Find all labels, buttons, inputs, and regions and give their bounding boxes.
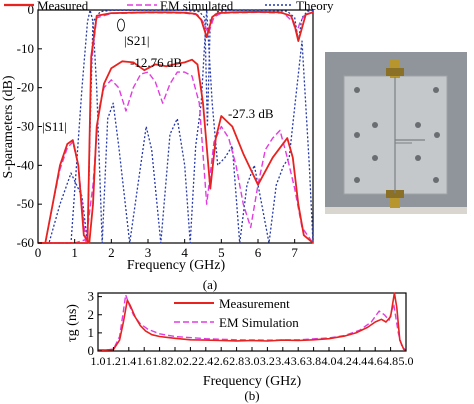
- b-x-tick-label: 2.2: [183, 354, 198, 368]
- pcb-filter-photo-icon: [325, 52, 467, 214]
- b-series-measurement: [98, 292, 407, 351]
- a-series-theory-s11: [38, 9, 314, 244]
- b-x-tick-label: 3.8: [306, 354, 321, 368]
- b-x-tick-label: 2.0: [168, 354, 183, 368]
- screw: [415, 155, 421, 161]
- b-x-tick-label: 4.4: [352, 354, 367, 368]
- panel-a-x-axis-label: Frequency (GHz): [127, 258, 226, 273]
- b-x-tick-label: 1.4: [121, 354, 136, 368]
- annotation-s11: |S11|: [42, 119, 67, 134]
- a-y-tick-label: -60: [17, 235, 34, 250]
- screw: [415, 122, 421, 128]
- b-y-tick-label: 3: [88, 289, 95, 304]
- pcb-connector-top-body: [386, 68, 404, 76]
- screw: [354, 177, 360, 183]
- screw: [433, 177, 439, 183]
- panel-b-legend: Measurement EM Simulation: [174, 296, 299, 330]
- a-x-tick-label: 1: [71, 245, 78, 260]
- a-series-theory-s21: [38, 9, 314, 244]
- panel-a-series-group: [38, 9, 314, 244]
- panel-a-ticks: 0 1 2 3 4 5 6 7 0 -10 -20 -30 -40 -50 -60: [17, 2, 299, 260]
- screw: [354, 87, 360, 93]
- a-series-measured-s11: [38, 58, 314, 244]
- b-x-tick-label: 2.4: [198, 354, 213, 368]
- b-x-tick-label: 3.0: [245, 354, 260, 368]
- annotation-27-3db: -27.3 dB: [228, 106, 274, 121]
- screw: [434, 132, 440, 138]
- b-x-tick-label: 1.6: [137, 354, 152, 368]
- a-x-tick-label: 2: [108, 245, 115, 260]
- annotation-s21: |S21|: [124, 33, 149, 48]
- panel-b-x-axis-label: Frequency (GHz): [203, 374, 302, 389]
- b-x-tick-label: 4.2: [337, 354, 352, 368]
- panel-b-label: (b): [244, 388, 259, 403]
- b-x-tick-label: 1.8: [152, 354, 167, 368]
- panel-a-legend: Measured EM simulated Theory: [4, 0, 334, 13]
- a-x-tick-label: 3: [145, 245, 152, 260]
- panel-a-y-axis-label: S-parameters (dB): [1, 75, 16, 178]
- b-y-tick-label: 0: [88, 343, 95, 358]
- screw: [354, 132, 360, 138]
- legend-em-label: EM simulated: [160, 0, 234, 13]
- photo-ruler-strip: [325, 207, 467, 214]
- b-x-tick-label: 1.0: [91, 354, 106, 368]
- legend-measurement-label: Measurement: [219, 296, 290, 311]
- b-x-tick-label: 4.6: [368, 354, 383, 368]
- b-series-em-simulation: [98, 294, 407, 351]
- screw: [433, 87, 439, 93]
- panel-b-chart: 1.0 1.2 1.4 1.6 1.8 2.0 2.2 2.4 2.6 2.8 3.0 3.2 3.4 3…: [65, 289, 414, 403]
- b-x-tick-label: 4.8: [383, 354, 398, 368]
- pcb-screws: [354, 87, 440, 183]
- s21-marker-ellipse: [117, 18, 125, 32]
- a-y-tick-label: -20: [17, 80, 34, 95]
- panel-a-plot-frame: [37, 9, 314, 244]
- b-x-tick-label: 3.4: [275, 354, 290, 368]
- panel-a-chart: 0 1 2 3 4 5 6 7 0 -10 -20 -30 -40 -50 -60 S-parameters…: [1, 0, 334, 292]
- b-x-tick-label: 3.2: [260, 354, 275, 368]
- a-x-tick-label: 6: [255, 245, 262, 260]
- a-y-tick-label: -10: [17, 41, 34, 56]
- b-x-tick-label: 1.2: [106, 354, 121, 368]
- legend-em-simulation-label: EM Simulation: [219, 315, 299, 330]
- a-x-tick-label: 7: [291, 245, 298, 260]
- a-y-tick-label: -40: [17, 157, 34, 172]
- annotation-12-76db: -12.76 dB: [130, 55, 182, 70]
- b-y-tick-label: 1: [88, 325, 95, 340]
- panel-b-ticks: 1.0 1.2 1.4 1.6 1.8 2.0 2.2 2.4 2.6 2.8 3.0 3.2 3.4 3…: [88, 289, 414, 368]
- b-x-tick-label: 3.6: [291, 354, 306, 368]
- b-x-tick-label: 5.0: [399, 354, 414, 368]
- b-y-tick-label: 2: [88, 307, 95, 322]
- panel-a-label: (a): [203, 277, 217, 292]
- a-y-tick-label: -50: [17, 196, 34, 211]
- a-y-tick-label: -30: [17, 119, 34, 134]
- pcb-connector-bottom-body: [386, 190, 404, 198]
- b-x-tick-label: 4.0: [322, 354, 337, 368]
- legend-measured-label: Measured: [37, 0, 89, 13]
- b-x-tick-label: 2.6: [214, 354, 229, 368]
- a-y-tick-label: 0: [28, 2, 35, 17]
- panel-b-y-axis-label: τg (ns): [65, 304, 80, 342]
- screw: [372, 155, 378, 161]
- panel-b-plot-frame: [97, 292, 407, 352]
- pcb-connector-bottom: [390, 190, 400, 208]
- a-x-tick-label: 5: [218, 245, 225, 260]
- panel-b-series-group: [98, 292, 407, 351]
- b-x-tick-label: 2.8: [229, 354, 244, 368]
- legend-theory-label: Theory: [296, 0, 334, 13]
- a-x-tick-label: 4: [181, 245, 188, 260]
- a-x-tick-label: 0: [35, 245, 42, 260]
- a-series-measured-s21: [38, 10, 314, 244]
- screw: [372, 122, 378, 128]
